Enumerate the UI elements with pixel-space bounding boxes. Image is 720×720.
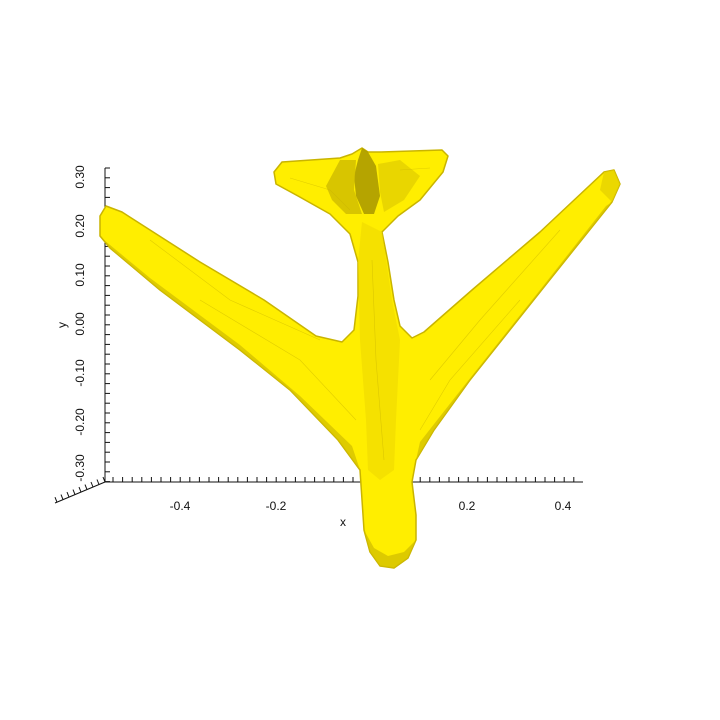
y-tick-label-0.20: 0.20 bbox=[73, 214, 87, 238]
right-wing-tip-shade bbox=[600, 170, 620, 202]
x-axis-title: x bbox=[340, 515, 346, 529]
left-wing-shadow bbox=[104, 240, 360, 470]
tail-fin-shade bbox=[354, 148, 380, 214]
z-axis-line bbox=[54, 481, 106, 504]
nose-shade bbox=[364, 530, 416, 568]
z-minor-tick bbox=[60, 494, 64, 500]
mesh-facets bbox=[149, 167, 561, 461]
tail-fin-highlight bbox=[326, 160, 362, 214]
x-tick-label-neg0.4: -0.4 bbox=[170, 499, 191, 513]
x-tick-label-neg0.2: -0.2 bbox=[266, 499, 287, 513]
x-tick-labels: -0.4 -0.2 0.2 0.4 x bbox=[170, 499, 572, 529]
fuselage-shade bbox=[358, 222, 400, 480]
x-tick-label-0.2: 0.2 bbox=[459, 499, 476, 513]
z-minor-tick bbox=[102, 476, 106, 483]
y-tick-labels: 0.30 0.20 0.10 0.00 -0.10 -0.20 -0.30 y bbox=[55, 165, 87, 482]
y-axis-title: y bbox=[55, 322, 69, 328]
airplane-model bbox=[99, 147, 621, 569]
axes bbox=[54, 167, 583, 504]
z-minor-tick bbox=[78, 486, 82, 493]
y-tick-label-0.10: 0.10 bbox=[73, 263, 87, 287]
z-minor-tick bbox=[90, 481, 94, 488]
y-tick-label-0.00: 0.00 bbox=[73, 312, 87, 336]
z-minor-tick bbox=[96, 479, 100, 485]
y-tick-label-neg0.20: -0.20 bbox=[73, 408, 87, 436]
y-tick-label-0.30: 0.30 bbox=[73, 165, 87, 189]
minor-ticks bbox=[54, 167, 575, 503]
z-minor-tick bbox=[54, 497, 58, 503]
tail-right-shade bbox=[378, 160, 420, 212]
z-minor-tick bbox=[84, 484, 88, 490]
x-tick-label-0.4: 0.4 bbox=[555, 499, 572, 513]
z-minor-tick bbox=[66, 491, 70, 498]
y-tick-label-neg0.30: -0.30 bbox=[73, 454, 87, 482]
y-tick-label-neg0.10: -0.10 bbox=[73, 359, 87, 387]
z-minor-tick bbox=[72, 489, 76, 495]
